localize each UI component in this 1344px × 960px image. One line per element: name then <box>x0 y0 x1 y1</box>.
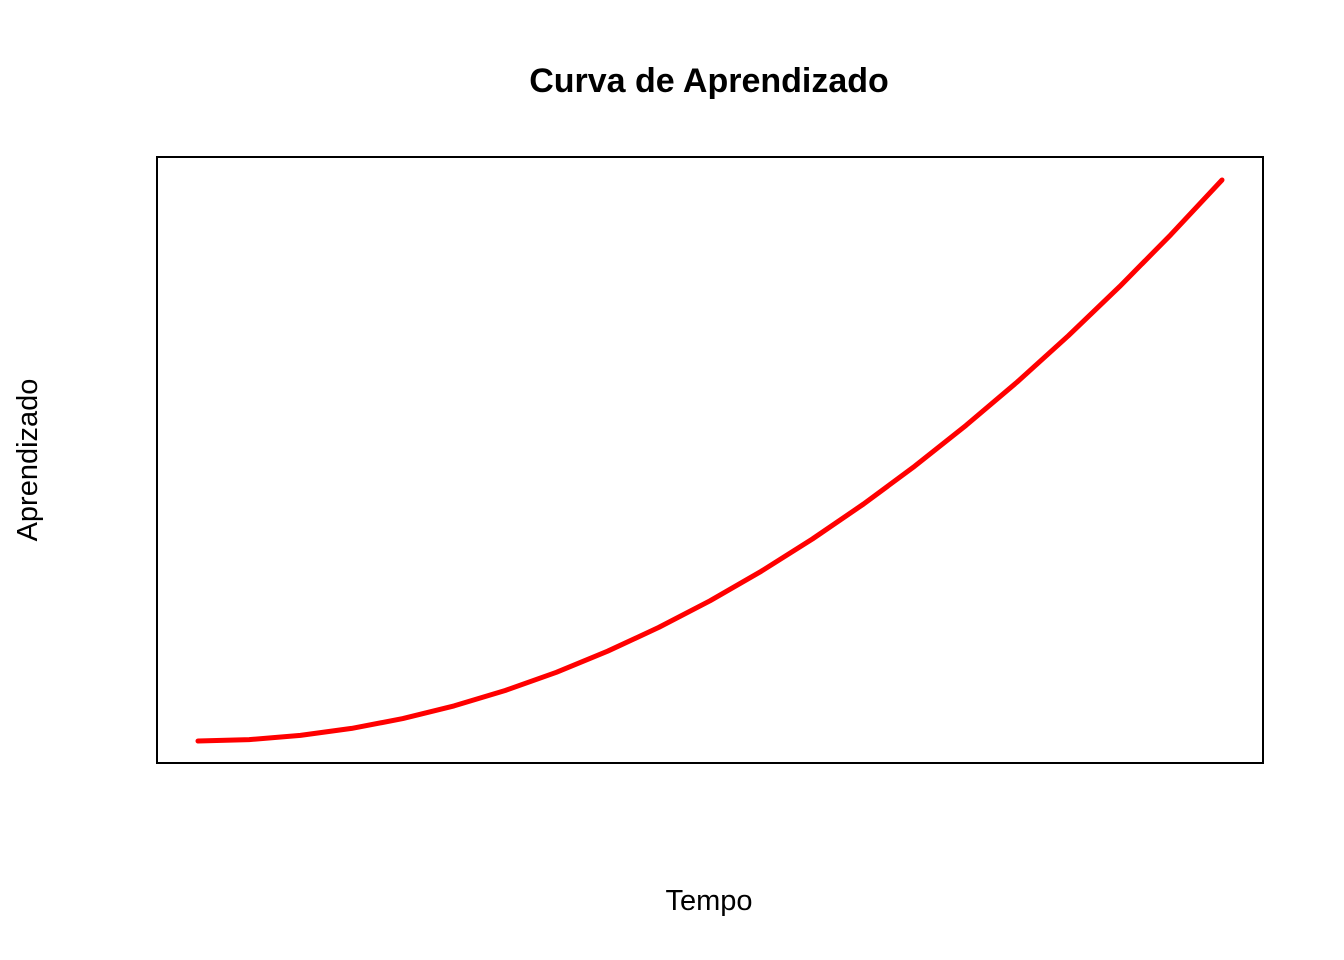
series-line-1 <box>195 177 1225 744</box>
series-layer <box>195 177 1225 744</box>
chart-title: Curva de Aprendizado <box>529 62 889 100</box>
x-axis-label: Tempo <box>665 885 752 917</box>
y-axis-label: Aprendizado <box>12 379 44 542</box>
plot-frame <box>156 156 1264 764</box>
